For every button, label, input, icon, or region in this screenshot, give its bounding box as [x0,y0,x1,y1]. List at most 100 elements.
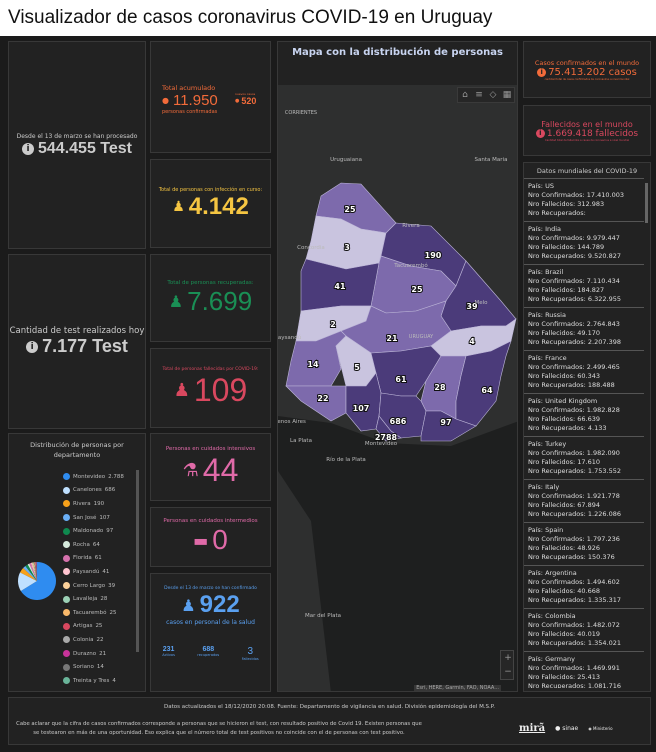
pie-slice[interactable] [35,562,37,581]
legend-label: Durazno [73,650,97,657]
confirmed-value: 17.410.003 [586,191,625,199]
pie-slice[interactable] [29,563,37,581]
legend-item[interactable]: Montevideo 2.788 [63,470,137,484]
recovered-prefix: Nro Recuperados: [528,252,588,260]
department-montevideo[interactable] [375,415,402,442]
recovered-label: Total de personas recuperadas: [167,279,254,286]
legend-item[interactable]: Soriano 14 [63,660,137,674]
legend-item[interactable]: Treinta y Tres 4 [63,674,137,688]
legend-item[interactable]: Cerro Largo 39 [63,579,137,593]
department-maldonado[interactable] [420,410,477,442]
legend-item[interactable]: Florida 61 [63,552,137,566]
deaths-value: 40.668 [577,587,601,595]
deceased-label: Total de personas fallecidas por COVID-1… [162,367,259,372]
department-rocha[interactable] [455,340,512,427]
country-item[interactable]: País: Argentina Nro Confirmados: 1.494.60… [524,566,644,609]
department-soriano[interactable] [285,330,347,387]
legend-label: Cerro Largo [73,582,106,589]
legend-label: Montevideo [73,473,106,480]
pie-slice[interactable] [32,562,37,581]
map-canvas[interactable]: 25 3 190 25 41 39 2 21 4 14 5 61 28 64 22 107 686 97 2788 C… [278,85,517,691]
legend-item[interactable]: Tacuarembó 25 [63,606,137,620]
place-label: Buenos Aires [278,419,306,425]
deaths-value: 66.639 [577,415,601,423]
pie-slice[interactable] [17,572,37,591]
country-item[interactable]: País: Spain Nro Confirmados: 1.797.236 Nro… [524,523,644,566]
zoom-in-button[interactable]: + [504,653,512,663]
country-item[interactable]: País: United Kingdom Nro Confirmados: 1.9… [524,394,644,437]
world-deaths-sub: Cantidad total de fallecidos a causa de … [544,138,630,142]
layers-icon[interactable]: ◇ [489,90,497,100]
legend-value: 41 [102,568,110,575]
country-prefix: País: [528,569,546,577]
legend-label: Tacuarembó [73,609,107,616]
legend-value: 107 [99,514,110,521]
recovered-value: 6.322.955 [587,295,621,303]
legend-item[interactable]: Lavalleja 28 [63,592,137,606]
new-cases-label: nuevos casos [235,92,256,96]
zoom-out-button[interactable]: − [504,667,512,677]
country-item[interactable]: País: India Nro Confirmados: 9.979.447 Nro… [524,222,644,265]
legend-item[interactable]: San José 107 [63,511,137,525]
legend-item[interactable]: Rivera 190 [63,497,137,511]
country-item[interactable]: País: US Nro Confirmados: 17.410.003 Nro F… [524,179,644,222]
department-count-label: 21 [386,334,398,343]
tests-today-panel: Cantidad de test realizados hoy i 7.177 T… [8,254,146,429]
legend-item[interactable]: Rocha 64 [63,538,137,552]
country-item[interactable]: País: Germany Nro Confirmados: 1.469.991 N… [524,652,644,688]
pie-slice[interactable] [27,563,37,581]
pie-slice[interactable] [20,568,37,581]
deaths-prefix: Nro Fallecidos: [528,630,578,638]
pie-slice[interactable] [35,562,37,581]
legend-swatch [63,473,70,481]
deaths-value: 25.413 [577,673,601,681]
home-icon[interactable]: ⌂ [462,90,468,100]
person-icon: ♟ [181,595,196,615]
confirmed-prefix: Nro Confirmados: [528,492,587,500]
world-deaths-panel: Fallecidos en el mundo i 1.669.418 fallec… [523,105,651,156]
basemap-icon[interactable]: ▦ [502,90,512,100]
info-icon[interactable]: i [535,129,545,138]
info-icon[interactable]: i [22,142,34,155]
world-list[interactable]: País: US Nro Confirmados: 17.410.003 Nro F… [524,178,644,688]
world-list-scrollbar[interactable] [645,183,648,223]
recovered-prefix: Nro Recuperados: [528,381,588,389]
world-list-panel: Datos mundiales del COVID-19 País: US Nro… [523,162,651,692]
country-item[interactable]: País: Brazil Nro Confirmados: 7.110.434 Nr… [524,265,644,308]
legend-item[interactable]: Maldonado 97 [63,524,137,538]
info-icon[interactable]: i [26,340,39,353]
pie-slice[interactable] [25,564,37,581]
legend-scrollbar[interactable] [136,470,139,652]
country-item[interactable]: País: Colombia Nro Confirmados: 1.482.072… [524,609,644,652]
info-icon[interactable]: i [537,67,547,77]
department-count-label: 4 [469,337,475,346]
legend-item[interactable]: Canelones 686 [63,484,137,498]
country-prefix: País: [528,225,546,233]
legend-item[interactable]: Paysandú 41 [63,565,137,579]
country-prefix: País: [528,354,546,362]
department-colonia[interactable] [285,385,347,422]
pie-slice[interactable] [23,565,37,581]
deaths-prefix: Nro Fallecidos: [528,372,578,380]
recovered-prefix: Nro Recuperados: [528,467,588,475]
country-prefix: País: [528,440,546,448]
pie-slice[interactable] [36,562,37,581]
legend-swatch [63,527,70,535]
deaths-value: 40.019 [577,630,601,638]
legend-item[interactable]: Colonia 22 [63,633,137,647]
legend-item[interactable]: Durazno 21 [63,647,137,661]
country-item[interactable]: País: Turkey Nro Confirmados: 1.982.090 Nr… [524,437,644,480]
recovered-prefix: Nro Recuperados: [528,209,586,217]
country-prefix: País: [528,268,546,276]
country-item[interactable]: País: France Nro Confirmados: 2.499.465 Nr… [524,351,644,394]
pie-slice[interactable] [33,562,37,581]
pie-slice[interactable] [33,562,37,581]
pie-slice[interactable] [34,562,37,581]
bed-icon: ▬ [193,530,209,550]
country-item[interactable]: País: Italy Nro Confirmados: 1.921.778 Nro… [524,480,644,523]
pie-slice[interactable] [30,562,37,581]
pie-slice[interactable] [20,562,56,600]
legend-item[interactable]: Artigas 25 [63,620,137,634]
country-item[interactable]: País: Russia Nro Confirmados: 2.764.843 Nr… [524,308,644,351]
legend-icon[interactable]: ≡ [475,90,483,100]
